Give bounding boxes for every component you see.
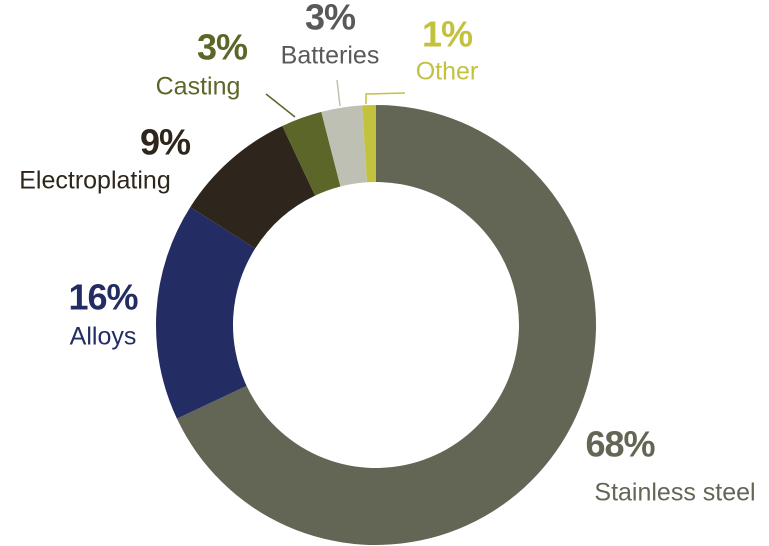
donut-segment (362, 105, 376, 183)
category-label: Stainless steel (594, 479, 755, 507)
category-label: Other (416, 58, 479, 86)
leader-line (265, 93, 296, 118)
donut-segment (156, 207, 256, 419)
value-label: 3% (197, 27, 248, 68)
value-label: 3% (305, 0, 356, 38)
value-label: 1% (422, 14, 473, 55)
donut-segment (176, 105, 597, 545)
leader-line (336, 79, 341, 107)
category-label: Casting (156, 73, 241, 101)
donut-segment (321, 105, 368, 187)
leader-line (365, 92, 406, 104)
donut-segment (282, 111, 341, 196)
category-label: Electroplating (19, 167, 170, 195)
value-label: 16% (68, 277, 138, 318)
value-label: 9% (140, 122, 191, 163)
category-label: Batteries (281, 42, 380, 70)
leader-lines (265, 79, 406, 118)
donut-segment (190, 125, 316, 249)
category-label: Alloys (70, 323, 137, 351)
value-label: 68% (585, 424, 655, 465)
